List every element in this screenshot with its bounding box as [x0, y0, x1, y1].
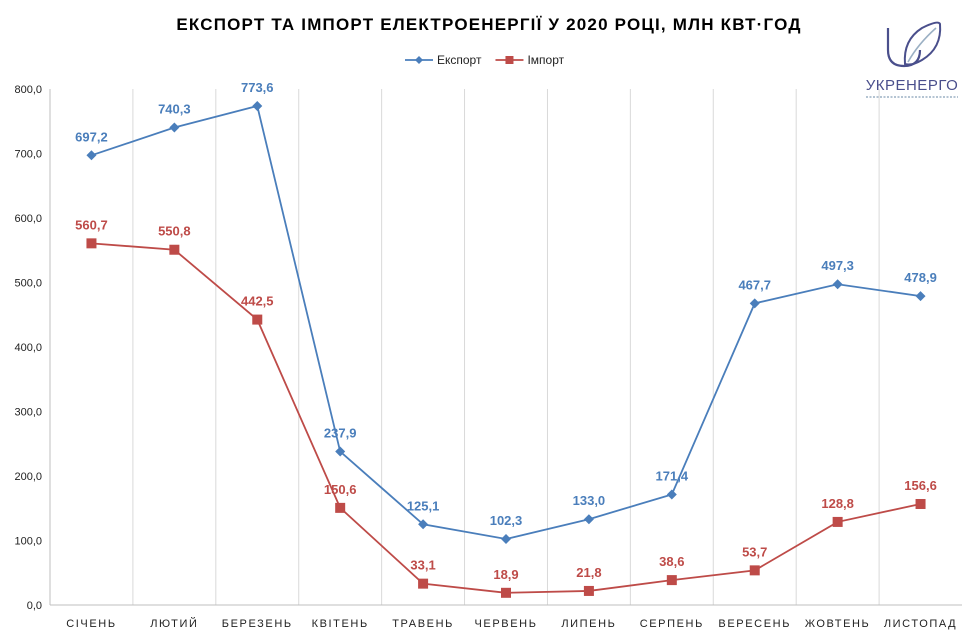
legend: Експорт Імпорт: [405, 53, 565, 67]
data-point-import: [749, 565, 760, 576]
x-tick-label: БЕРЕЗЕНЬ: [222, 618, 293, 630]
chart-title: ЕКСПОРТ ТА ІМПОРТ ЕЛЕКТРОЕНЕРГІЇ У 2020 …: [176, 15, 801, 34]
data-label-import: 33,1: [410, 558, 435, 573]
data-point-export: [252, 101, 263, 112]
data-label-export: 171,4: [656, 468, 689, 483]
data-point-export: [583, 514, 594, 525]
data-point-import: [335, 502, 346, 513]
x-tick-label: ЛИПЕНЬ: [561, 618, 616, 630]
data-label-export: 467,7: [738, 277, 771, 292]
y-tick-label: 600,0: [14, 213, 42, 225]
legend-label-export: Експорт: [437, 53, 482, 67]
data-label-import: 128,8: [821, 496, 854, 511]
data-label-export: 773,6: [241, 80, 274, 95]
data-label-import: 38,6: [659, 554, 684, 569]
data-label-import: 21,8: [576, 565, 601, 580]
gridlines: [132, 89, 880, 605]
x-tick-label: ВЕРЕСЕНЬ: [718, 618, 791, 630]
y-tick-label: 800,0: [14, 84, 42, 96]
data-label-export: 125,1: [407, 498, 440, 513]
x-tick-label: ЛИСТОПАД: [884, 618, 957, 630]
data-label-export: 102,3: [490, 513, 523, 528]
x-tick-label: КВІТЕНЬ: [312, 618, 369, 630]
y-tick-label: 100,0: [14, 536, 42, 548]
y-tick-label: 300,0: [14, 407, 42, 419]
data-point-export: [501, 534, 511, 545]
x-tick-label: СЕРПЕНЬ: [640, 618, 704, 630]
y-tick-label: 700,0: [14, 149, 42, 161]
axes: [49, 89, 962, 606]
data-point-import: [501, 587, 511, 598]
data-point-export: [666, 489, 677, 500]
data-label-export: 133,0: [573, 493, 606, 508]
y-tick-label: 400,0: [14, 342, 42, 354]
data-label-import: 442,5: [241, 294, 274, 309]
data-label-import: 53,7: [742, 544, 767, 559]
y-axis-ticks: 0,0 100,0 200,0 300,0 400,0 500,0 600,0 700,0 80…: [14, 84, 42, 612]
data-point-import: [252, 314, 263, 325]
data-label-export: 497,3: [821, 258, 854, 273]
data-point-import: [418, 578, 429, 589]
data-point-export: [915, 291, 926, 302]
data-point-export: [832, 279, 843, 290]
y-tick-label: 0,0: [27, 600, 42, 612]
x-tick-label: ЧЕРВЕНЬ: [474, 618, 537, 630]
ukrenergo-leaf-icon: [886, 21, 942, 68]
data-label-import: 18,9: [493, 567, 518, 582]
x-tick-label: ЛЮТИЙ: [150, 617, 198, 630]
data-point-import: [169, 244, 180, 255]
legend-marker-import: [505, 56, 514, 64]
data-point-import: [915, 498, 926, 509]
data-labels: 697,2 740,3 773,6 237,9 125,1 102,3 133,0 171,4…: [75, 80, 937, 582]
data-point-import: [666, 575, 677, 586]
data-point-export: [335, 446, 346, 457]
data-point-import: [86, 238, 97, 249]
data-point-import: [583, 585, 594, 596]
x-axis-ticks: СІЧЕНЬ ЛЮТИЙ БЕРЕЗЕНЬ КВІТЕНЬ ТРАВЕНЬ ЧЕРВЕНЬ…: [66, 617, 957, 630]
data-label-import: 150,6: [324, 482, 357, 497]
data-label-export: 740,3: [158, 102, 191, 117]
x-tick-label: ЖОВТЕНЬ: [805, 618, 871, 630]
logo-text: УКРЕНЕРГО: [866, 77, 959, 94]
data-label-import: 560,7: [75, 217, 108, 232]
data-label-import: 156,6: [904, 478, 937, 493]
x-tick-label: СІЧЕНЬ: [66, 618, 116, 630]
ukrenergo-logo: УКРЕНЕРГО: [866, 21, 959, 98]
series-layer: [86, 101, 926, 598]
legend-marker-export: [415, 56, 423, 64]
y-tick-label: 500,0: [14, 278, 42, 290]
data-point-export: [749, 298, 760, 309]
data-point-export: [86, 150, 97, 161]
data-label-export: 237,9: [324, 426, 357, 441]
data-label-import: 550,8: [158, 224, 191, 239]
data-point-export: [169, 122, 180, 133]
y-tick-label: 200,0: [14, 471, 42, 483]
x-tick-label: ТРАВЕНЬ: [392, 618, 454, 630]
data-label-export: 478,9: [904, 270, 937, 285]
data-point-import: [832, 516, 843, 527]
data-point-export: [418, 519, 429, 530]
legend-label-import: Імпорт: [527, 53, 564, 67]
data-label-export: 697,2: [75, 129, 108, 144]
